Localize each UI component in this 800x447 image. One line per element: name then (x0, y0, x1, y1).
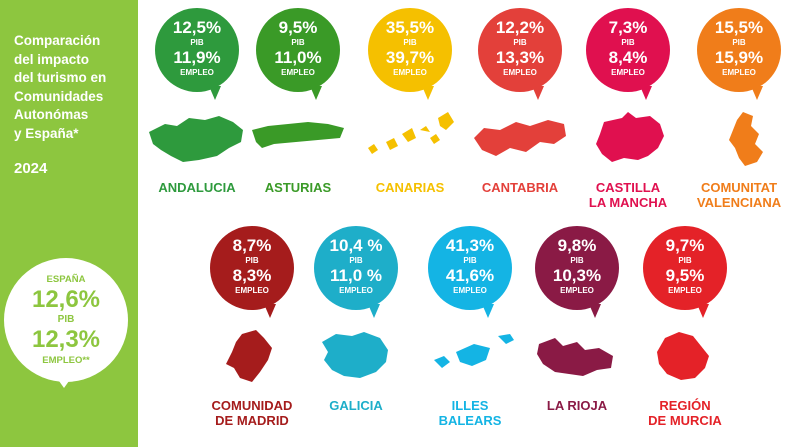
illes-balears-map-icon (420, 326, 520, 386)
empleo-label: EMPLEO (339, 286, 373, 295)
pib-label: PIB (570, 256, 584, 265)
empleo-value: 11,9% (173, 48, 221, 67)
region-name: ANDALUCIA (158, 180, 236, 195)
pib-value: 41,3% (445, 236, 495, 255)
empleo-value: 8,3% (232, 266, 272, 285)
castilla-la-mancha-map-icon (578, 108, 678, 168)
page-title: Comparación del impacto del turismo en C… (14, 33, 107, 141)
empleo-value: 41,6% (445, 266, 495, 285)
empleo-label: EMPLEO (668, 286, 702, 295)
region-name: CASTILLA LA MANCHA (588, 180, 668, 210)
region-name: CANTABRIA (481, 180, 559, 195)
bubble-tail (482, 304, 494, 318)
empleo-value: 11,0 % (330, 266, 382, 285)
la-rioja-map-icon (527, 326, 627, 386)
cantabria-map-icon (470, 108, 570, 168)
bubble-tail (368, 304, 380, 318)
spain-summary-bubble: ESPAÑA 12,6% PIB 12,3% EMPLEO** (4, 258, 128, 382)
pib-label: PIB (403, 38, 417, 47)
pib-value: 9,5% (278, 18, 318, 37)
empleo-value: 10,3% (552, 266, 602, 285)
andalucia-map-icon (147, 108, 247, 168)
pib-value: 10,4 % (329, 236, 383, 255)
pib-label: PIB (678, 256, 692, 265)
year-label: 2024 (14, 160, 48, 177)
region-name: REGIÓN DE MURCIA (648, 398, 722, 428)
murcia-map-icon (635, 326, 735, 386)
spain-empleo-value: 12,3% (31, 326, 101, 353)
region-bubble: 7,3% PIB 8,4% EMPLEO (586, 8, 670, 100)
region-name: COMUNIDAD DE MADRID (211, 398, 293, 428)
region-bubble: 9,5% PIB 11,0% EMPLEO (256, 8, 340, 100)
spain-pib-label: PIB (57, 314, 75, 325)
pib-label: PIB (291, 38, 305, 47)
region-bubble: 15,5% PIB 15,9% EMPLEO (697, 8, 781, 100)
region-name: LA RIOJA (546, 398, 608, 413)
pib-value: 15,5% (714, 18, 764, 37)
bubble-tail (532, 86, 544, 100)
region-bubble: 35,5% PIB 39,7% EMPLEO (368, 8, 452, 100)
asturias-map-icon (248, 108, 348, 168)
spain-name: ESPAÑA (46, 274, 86, 285)
empleo-value: 13,3% (495, 48, 545, 67)
spain-empleo-label: EMPLEO** (42, 355, 90, 366)
galicia-map-icon (306, 326, 406, 386)
pib-value: 9,8% (557, 236, 597, 255)
pib-label: PIB (621, 38, 635, 47)
pib-label: PIB (245, 256, 259, 265)
empleo-label: EMPLEO (560, 286, 594, 295)
region-name: CANARIAS (375, 180, 445, 195)
pib-label: PIB (463, 256, 477, 265)
pib-value: 12,5% (172, 18, 222, 37)
region-name: COMUNITAT VALENCIANA (696, 180, 782, 210)
bubble-tail (209, 86, 221, 100)
bubble-tail (640, 86, 652, 100)
empleo-label: EMPLEO (393, 68, 427, 77)
spain-pib-value: 12,6% (31, 286, 101, 313)
region-name: ASTURIAS (264, 180, 332, 195)
bubble-tail (589, 304, 601, 318)
pib-label: PIB (513, 38, 527, 47)
pib-value: 7,3% (608, 18, 648, 37)
bubble-tail (422, 86, 434, 100)
empleo-value: 11,0% (274, 48, 322, 67)
region-name: GALICIA (329, 398, 383, 413)
empleo-label: EMPLEO (180, 68, 214, 77)
sidebar: Comparación del impacto del turismo en C… (0, 0, 138, 447)
canarias-map-icon (360, 108, 460, 168)
pib-value: 9,7% (665, 236, 705, 255)
region-bubble: 12,5% PIB 11,9% EMPLEO (155, 8, 239, 100)
pib-value: 8,7% (232, 236, 272, 255)
pib-label: PIB (732, 38, 746, 47)
region-bubble: 8,7% PIB 8,3% EMPLEO (210, 226, 294, 318)
bubble-tail (697, 304, 709, 318)
region-bubble: 41,3% PIB 41,6% EMPLEO (428, 226, 512, 318)
region-bubble: 9,8% PIB 10,3% EMPLEO (535, 226, 619, 318)
pib-value: 35,5% (385, 18, 435, 37)
spain-bubble-tail (54, 374, 74, 388)
empleo-label: EMPLEO (503, 68, 537, 77)
region-bubble: 12,2% PIB 13,3% EMPLEO (478, 8, 562, 100)
pib-label: PIB (349, 256, 363, 265)
empleo-value: 39,7% (385, 48, 435, 67)
empleo-label: EMPLEO (281, 68, 315, 77)
empleo-label: EMPLEO (453, 286, 487, 295)
empleo-label: EMPLEO (611, 68, 645, 77)
region-bubble: 10,4 % PIB 11,0 % EMPLEO (314, 226, 398, 318)
empleo-value: 15,9% (714, 48, 764, 67)
empleo-value: 8,4% (608, 48, 648, 67)
madrid-map-icon (202, 326, 302, 386)
bubble-tail (751, 86, 763, 100)
comunitat-valenciana-map-icon (689, 108, 789, 168)
bubble-tail (310, 86, 322, 100)
pib-value: 12,2% (495, 18, 545, 37)
region-bubble: 9,7% PIB 9,5% EMPLEO (643, 226, 727, 318)
region-name: ILLES BALEARS (438, 398, 502, 428)
bubble-tail (264, 304, 276, 318)
empleo-value: 9,5% (665, 266, 705, 285)
pib-label: PIB (190, 38, 204, 47)
empleo-label: EMPLEO (235, 286, 269, 295)
empleo-label: EMPLEO (722, 68, 756, 77)
